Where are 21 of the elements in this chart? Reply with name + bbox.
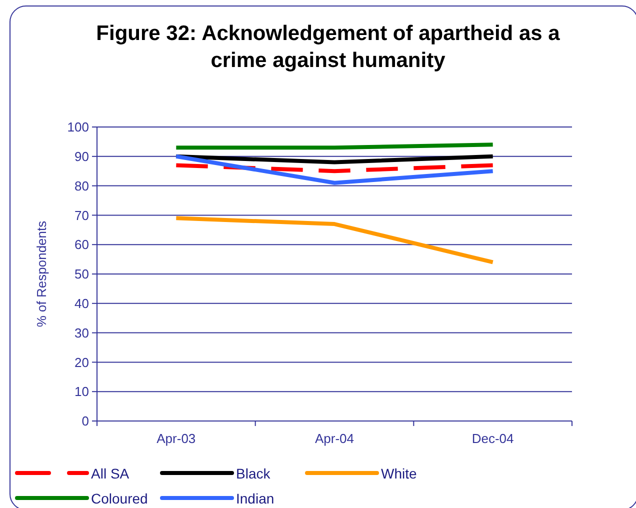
x-tick-label: Apr-04 [314,431,354,446]
y-tick-label: 20 [74,354,89,370]
chart-title: Figure 32: Acknowledgement of apartheid as a crime against humanity [96,22,560,72]
y-tick-label: 40 [74,296,89,311]
x-tick-label: Apr-03 [156,431,196,446]
y-axis-title: % of Respondents [34,220,49,328]
y-tick-label: 10 [74,384,89,400]
y-tick-label: 90 [74,148,89,164]
x-tick-label: Dec-04 [472,431,514,446]
y-tick-label: 70 [74,208,89,223]
y-tick-label: 60 [74,237,89,252]
y-tick-label: 30 [74,325,89,340]
legend-label: Coloured [91,490,148,507]
legend-label: All SA [91,466,130,482]
y-tick-label: 0 [82,414,89,429]
legend-label: Indian [236,490,274,507]
y-tick-label: 50 [74,266,89,282]
legend-label: Black [236,466,272,482]
y-tick-label: 100 [67,120,89,135]
y-tick-label: 80 [74,178,89,194]
legend-label: White [381,466,417,482]
